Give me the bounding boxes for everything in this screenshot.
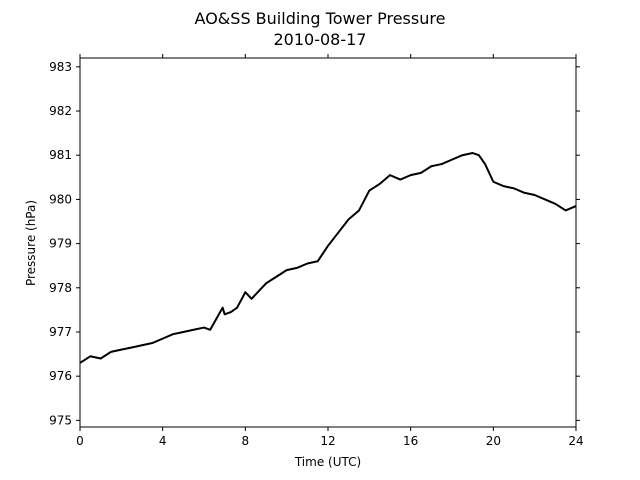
- x-axis-label: Time (UTC): [294, 455, 361, 469]
- pressure-series-line: [79, 152, 577, 364]
- plot-frame: [79, 57, 577, 428]
- x-axis: 0 4 8 12 16 20 24: [76, 54, 584, 448]
- x-tick-label: 8: [242, 434, 250, 448]
- plot-area: [79, 57, 577, 428]
- x-tick-label: 0: [76, 434, 84, 448]
- x-tick-label: 12: [320, 434, 335, 448]
- y-tick-label: 977: [49, 325, 72, 339]
- y-axis-label: Pressure (hPa): [24, 200, 38, 286]
- x-tick-label: 4: [159, 434, 167, 448]
- y-tick-label: 979: [49, 237, 72, 251]
- y-tick-label: 980: [49, 192, 72, 206]
- chart-subtitle: 2010-08-17: [274, 30, 367, 49]
- chart-title: AO&SS Building Tower Pressure: [195, 9, 446, 28]
- y-tick-label: 978: [49, 281, 72, 295]
- y-tick-label: 983: [49, 60, 72, 74]
- x-tick-label: 16: [403, 434, 418, 448]
- y-tick-label: 975: [49, 413, 72, 427]
- y-tick-label: 976: [49, 369, 72, 383]
- y-axis: 975 976 977 978 979 980 981 982 983: [49, 60, 580, 427]
- x-tick-label: 20: [486, 434, 501, 448]
- x-tick-label: 24: [568, 434, 583, 448]
- y-tick-label: 982: [49, 104, 72, 118]
- y-tick-label: 981: [49, 148, 72, 162]
